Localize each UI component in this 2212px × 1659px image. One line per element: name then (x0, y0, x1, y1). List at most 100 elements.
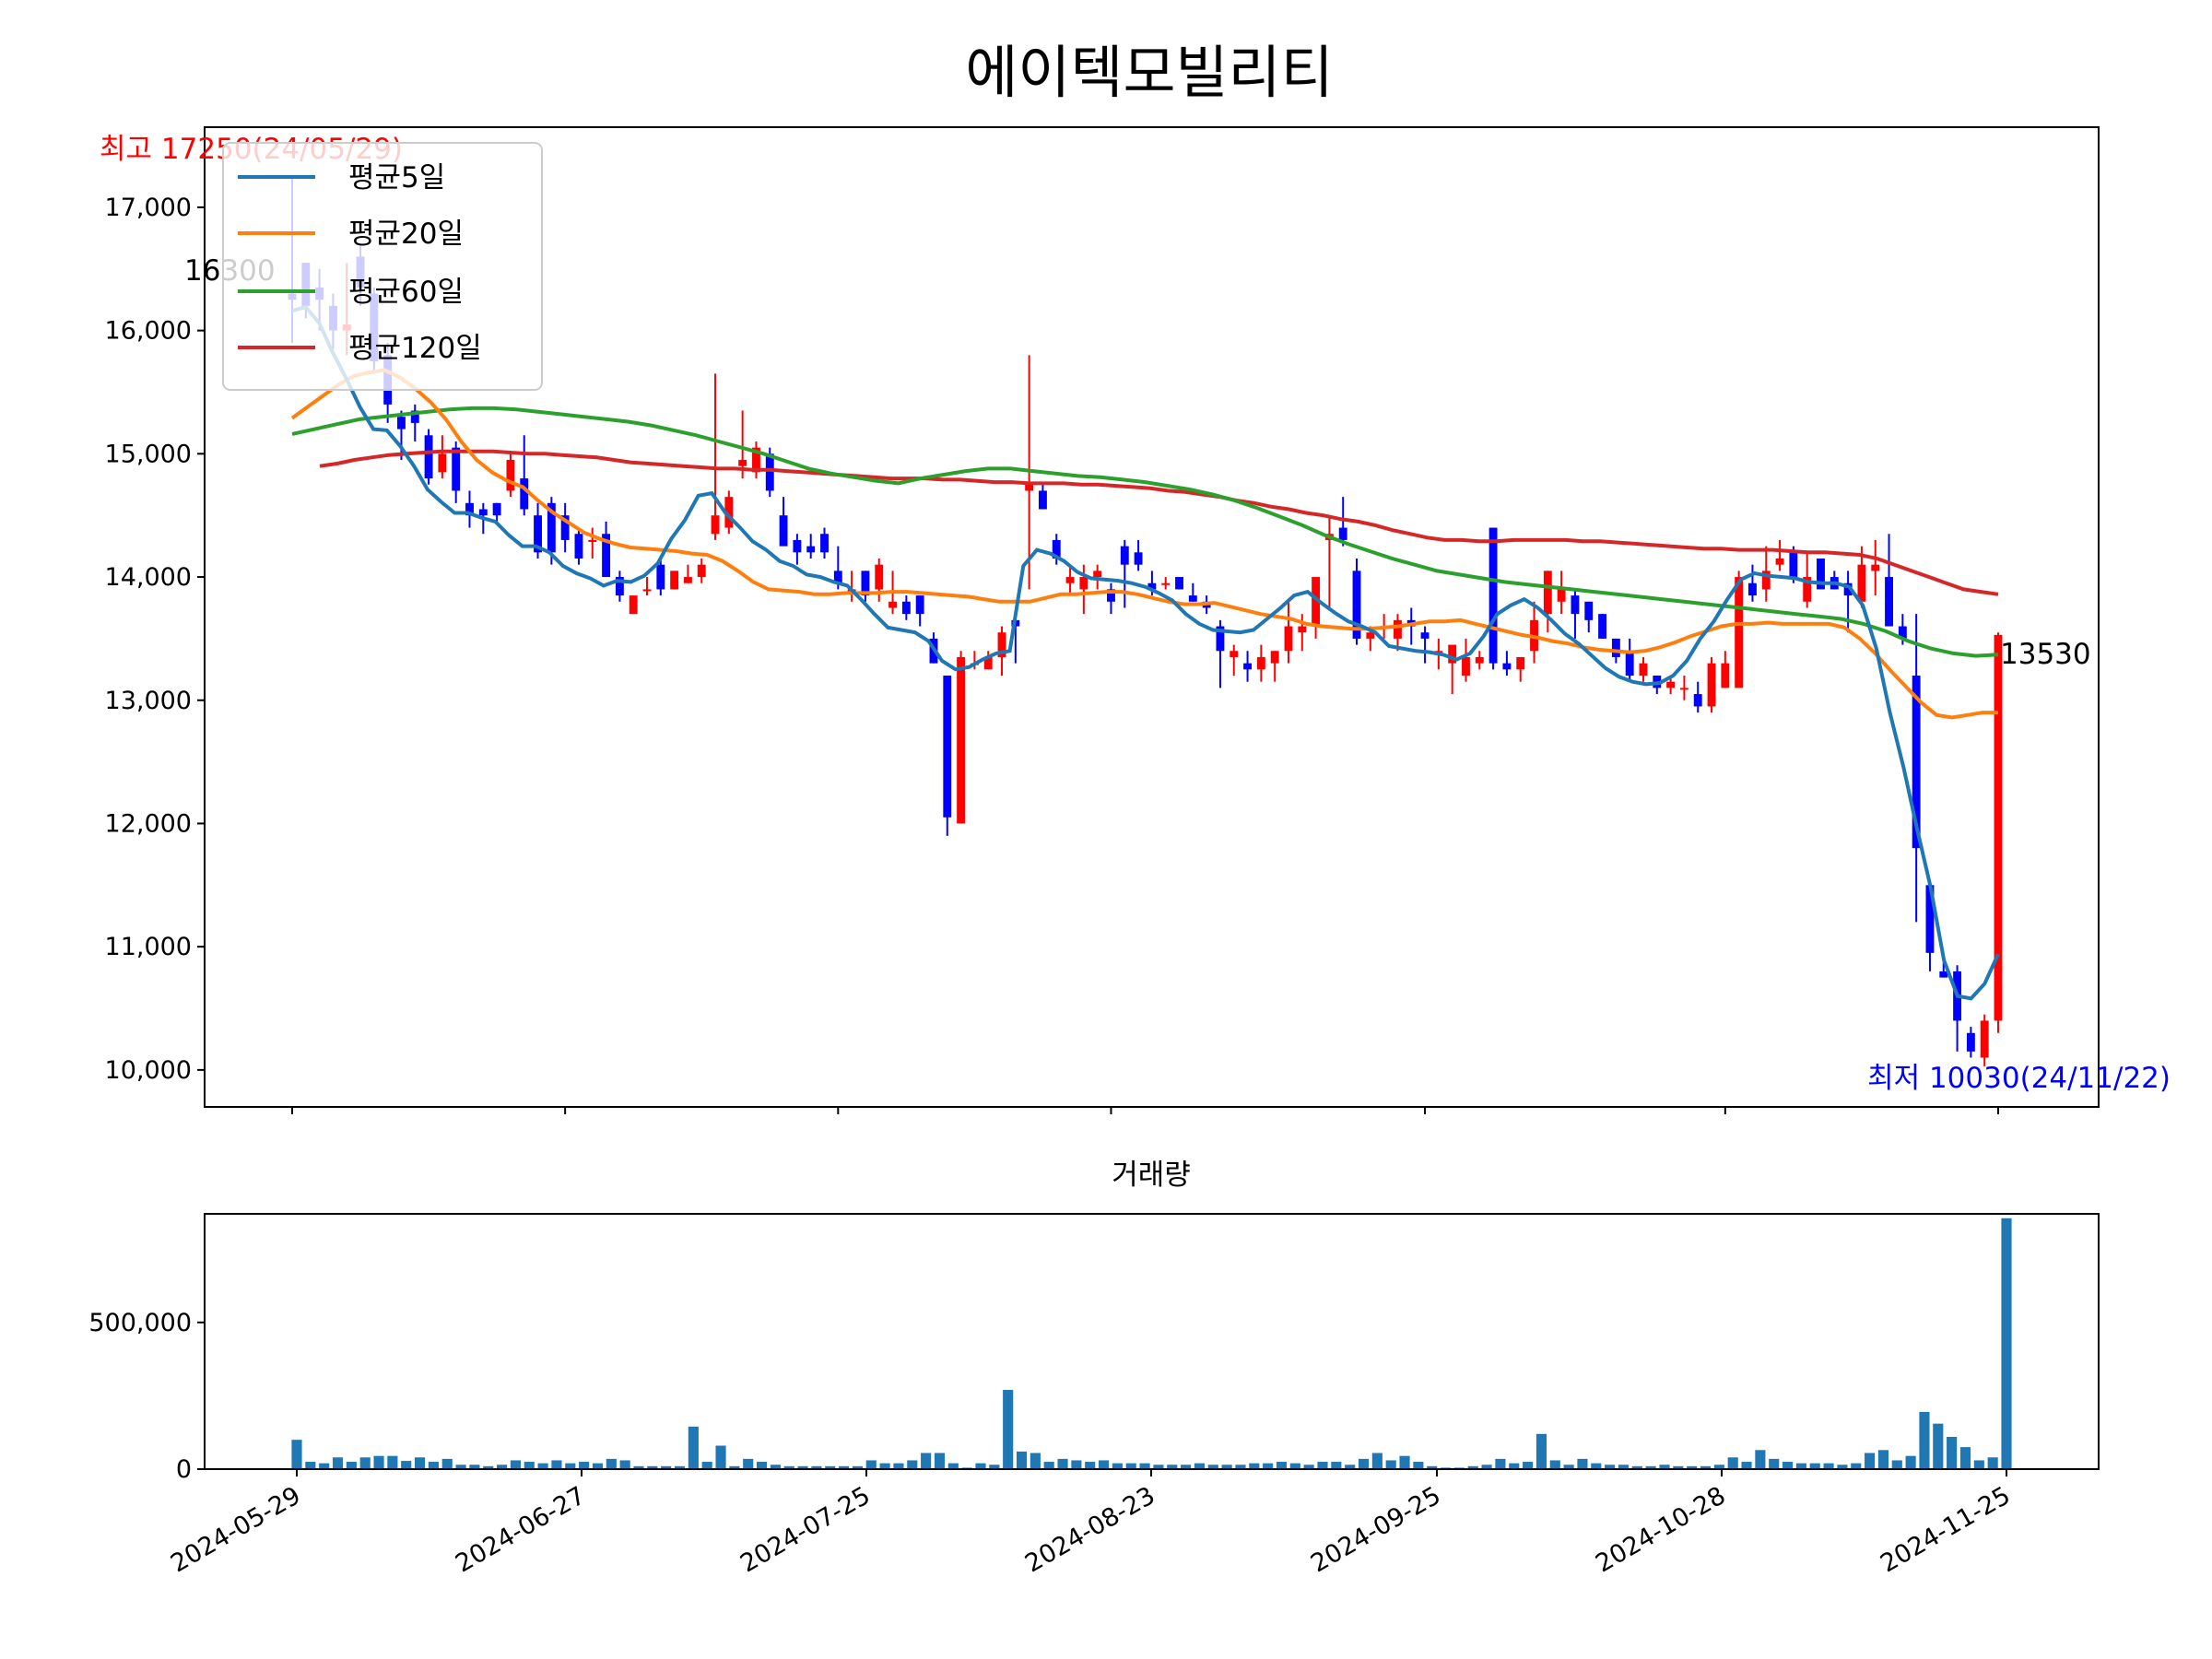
candle-body (1079, 577, 1088, 590)
legend-ma60-label: 평균60일 (348, 276, 464, 309)
volume-bar (401, 1461, 412, 1469)
volume-bar (1645, 1465, 1656, 1469)
candle-body (1898, 626, 1907, 639)
candle-body (1611, 638, 1620, 657)
candle-body (1394, 619, 1402, 639)
candle-body (1994, 634, 2003, 1021)
volume-bar (1263, 1463, 1274, 1469)
candle-body (1817, 558, 1825, 590)
candle-body (1707, 663, 1716, 707)
candle-body (1843, 582, 1853, 596)
volume-bar (756, 1462, 768, 1469)
candle-body (943, 676, 952, 818)
volume-bar (865, 1460, 877, 1469)
volume-bar (1276, 1462, 1288, 1469)
candle-body (1543, 571, 1552, 615)
candle-body (1803, 577, 1812, 602)
candle-body (793, 539, 802, 553)
volume-bar (1481, 1465, 1492, 1469)
candle-body (1147, 582, 1157, 590)
y-tick-label: 12,000 (105, 809, 192, 838)
candle-body (397, 417, 406, 429)
volume-bar (1345, 1465, 1356, 1469)
candle-body (1352, 571, 1361, 639)
ma5-line (291, 304, 2000, 1001)
volume-bar (291, 1440, 302, 1469)
volume-bar (1057, 1458, 1068, 1469)
candle-body (1748, 582, 1757, 596)
legend: 평균5일 평균20일 평균60일 평균120일 (222, 142, 543, 391)
volume-bar (797, 1465, 808, 1469)
volume-bar (811, 1465, 822, 1469)
candle-body (683, 577, 692, 583)
candle-body (438, 453, 447, 473)
volume-bar (1673, 1465, 1684, 1469)
volume-bar (893, 1463, 904, 1469)
volume-bar (1535, 1433, 1547, 1469)
volume-bar (428, 1462, 439, 1469)
candle-body (724, 497, 734, 528)
candle-body (1188, 595, 1197, 602)
volume-bar (647, 1465, 658, 1469)
candle-body (820, 534, 829, 553)
candle-body (711, 515, 720, 535)
candle-body (1761, 571, 1771, 590)
volume-bar (1659, 1465, 1670, 1469)
candle-body (1052, 539, 1061, 559)
candle-body (1107, 589, 1115, 602)
candle-body (901, 601, 911, 615)
volume-bar (332, 1457, 344, 1469)
candle-body (1912, 676, 1921, 849)
candle-body (752, 447, 760, 473)
volume-bar (1495, 1458, 1506, 1469)
volume-bar (1727, 1457, 1738, 1469)
candle-body (492, 502, 501, 516)
y-tick-label: 13,000 (105, 687, 192, 715)
candle-body (547, 502, 556, 553)
volume-bar (414, 1457, 426, 1469)
candle-body (588, 539, 597, 542)
volume-bar (1071, 1460, 1082, 1469)
volume-bar (1631, 1465, 1642, 1469)
volume-bar (975, 1463, 986, 1469)
volume-bar (1933, 1423, 1944, 1469)
volume-bar (1085, 1462, 1096, 1469)
volume-bar (483, 1465, 494, 1469)
candle-body (1448, 644, 1457, 664)
volume-bar (1413, 1462, 1424, 1469)
volume-bar (1795, 1463, 1806, 1469)
volume-bar (715, 1445, 726, 1469)
volume-bar (606, 1458, 617, 1469)
candle-body (1789, 552, 1798, 578)
volume-bar (441, 1458, 453, 1469)
volume-bar (1577, 1458, 1588, 1469)
candle-body (1966, 1032, 1975, 1052)
volume-bar (921, 1453, 932, 1469)
candle-body (1639, 663, 1648, 677)
volume-bar (729, 1465, 740, 1469)
legend-ma120-label: 평균120일 (348, 332, 482, 365)
volume-bar (1003, 1390, 1014, 1469)
volume-bar (1509, 1463, 1520, 1469)
volume-bar (1399, 1455, 1410, 1469)
volume-bar (1030, 1453, 1041, 1469)
volume-bar (1891, 1460, 1902, 1469)
volume-bar (497, 1465, 508, 1469)
candle-body (1625, 651, 1634, 677)
volume-bar (1358, 1458, 1370, 1469)
volume-bar (1877, 1450, 1889, 1469)
candle-body (915, 595, 924, 615)
volume-bar (825, 1465, 836, 1469)
candle-body (1338, 527, 1347, 540)
candle-body (615, 577, 624, 596)
candle-body (1243, 663, 1253, 670)
ma60-line (291, 406, 1999, 658)
candle-body (1025, 484, 1034, 491)
volume-axes-frame (204, 1213, 2100, 1470)
volume-bar (619, 1460, 630, 1469)
volume-bar (770, 1465, 781, 1469)
vol-y-tick-label: 0 (176, 1455, 192, 1484)
candle-body (1161, 582, 1171, 585)
volume-bar (1919, 1411, 1930, 1469)
volume-bar (1769, 1458, 1780, 1469)
